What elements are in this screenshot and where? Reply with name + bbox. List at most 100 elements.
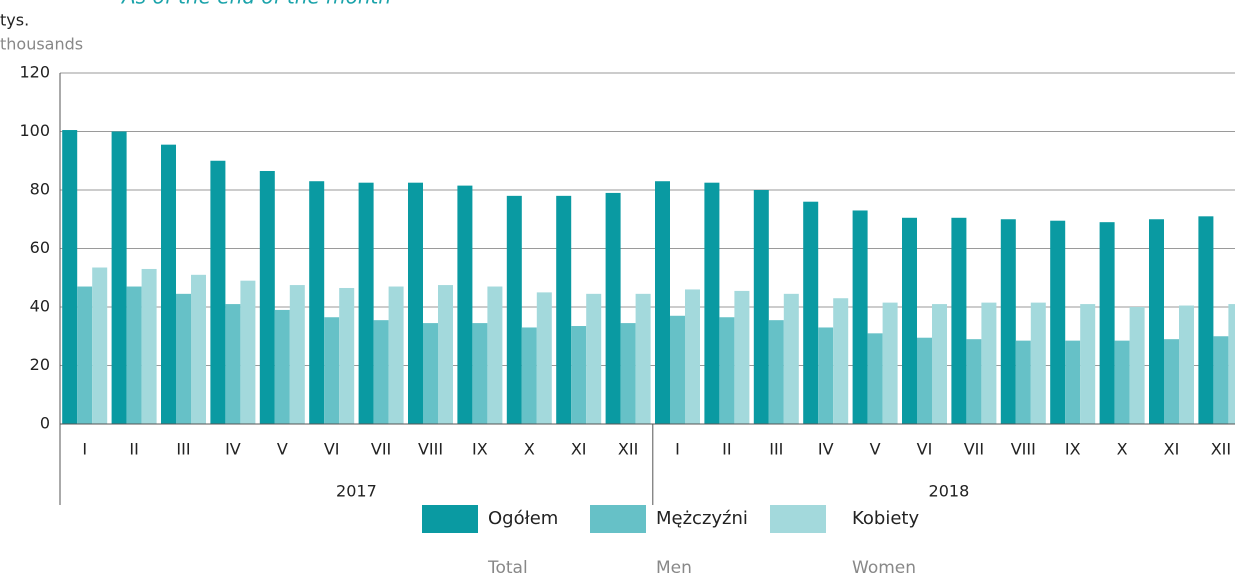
bar [556, 195, 572, 424]
bar [259, 170, 275, 424]
legend-swatch [590, 505, 646, 533]
bar [289, 285, 305, 424]
x-tick-label: X [524, 440, 535, 459]
bar [225, 304, 241, 424]
x-tick-label: VIII [1011, 440, 1036, 459]
bar [1030, 302, 1046, 424]
bar [388, 286, 404, 424]
bar [487, 286, 503, 424]
x-tick-label: IX [472, 440, 488, 459]
bar [1164, 339, 1179, 424]
bar [902, 217, 917, 424]
legend-label: Mężczyźni [656, 508, 748, 529]
bar [358, 182, 374, 424]
bar [472, 323, 488, 424]
x-tick-label: I [82, 440, 87, 459]
y-tick-label: 100 [19, 121, 50, 140]
x-tick-label: VII [371, 440, 391, 459]
bar [966, 339, 982, 424]
legend-label-en: Women [852, 558, 916, 578]
bar [408, 182, 423, 424]
x-tick-label: VIII [418, 440, 443, 459]
bar [1000, 219, 1016, 424]
bar [309, 181, 325, 424]
x-tick-label: II [129, 440, 138, 459]
x-tick-label: VII [964, 440, 984, 459]
bar [274, 309, 290, 424]
bar [373, 320, 389, 424]
bar [92, 267, 108, 424]
bar [981, 302, 997, 424]
y-axis-label-en: thousands [0, 35, 83, 54]
x-tick-label: IX [1065, 440, 1081, 459]
y-tick-label: 20 [30, 355, 50, 374]
x-tick-label: IV [818, 440, 834, 459]
x-tick-label: III [769, 440, 783, 459]
bar [571, 326, 587, 424]
bar [141, 268, 157, 424]
bar [1015, 340, 1031, 424]
bar [932, 304, 947, 424]
x-tick-label: XII [1211, 440, 1231, 459]
bar [867, 333, 883, 424]
bar [457, 185, 473, 424]
y-tick-label: 80 [30, 180, 50, 199]
bar [635, 293, 651, 424]
bar [586, 293, 602, 424]
bar [1129, 307, 1145, 424]
group-label: 2018 [929, 482, 970, 501]
bar [620, 323, 636, 424]
y-tick-label: 0 [40, 414, 50, 433]
x-tick-label: II [722, 440, 731, 459]
bar [1179, 305, 1194, 424]
bar [655, 181, 670, 424]
bar [324, 317, 340, 424]
x-tick-label: IV [225, 440, 241, 459]
bar [852, 210, 868, 424]
legend-label-en: Men [656, 558, 692, 578]
bar [704, 182, 720, 424]
bar [176, 293, 191, 424]
bar [111, 131, 127, 424]
legend-swatch [422, 505, 478, 533]
x-tick-label: V [277, 440, 288, 459]
bar [62, 130, 78, 424]
x-tick-label: XI [571, 440, 587, 459]
bar [1050, 220, 1066, 424]
bar [1149, 219, 1164, 424]
x-tick-label: VI [324, 440, 340, 459]
bar [882, 302, 898, 424]
bar [818, 327, 834, 424]
bar [210, 160, 226, 424]
bar [1065, 340, 1081, 424]
bar [506, 195, 522, 424]
bar [734, 290, 750, 424]
bar [423, 323, 438, 424]
subtitle: As of the end of the month [120, 0, 391, 9]
bar [605, 192, 621, 424]
y-tick-label: 120 [19, 63, 50, 82]
y-tick-label: 60 [30, 238, 50, 257]
legend-label-en: Total [487, 558, 528, 578]
x-tick-label: V [870, 440, 881, 459]
bar [1099, 222, 1115, 424]
bar [126, 286, 142, 424]
bar [1213, 336, 1229, 424]
y-axis-label: tys. [0, 11, 29, 30]
bar [521, 327, 537, 424]
bar [438, 285, 453, 424]
bar [753, 190, 769, 424]
bar [1080, 304, 1096, 424]
bar [161, 144, 176, 424]
x-tick-label: XII [618, 440, 638, 459]
bar [191, 274, 206, 424]
bar [768, 320, 784, 424]
bar [1228, 304, 1235, 424]
bar [1198, 216, 1214, 424]
x-tick-label: XI [1164, 440, 1180, 459]
bar [951, 217, 967, 424]
legend-label: Ogółem [488, 508, 558, 529]
bar [783, 293, 799, 424]
bar [803, 201, 819, 424]
